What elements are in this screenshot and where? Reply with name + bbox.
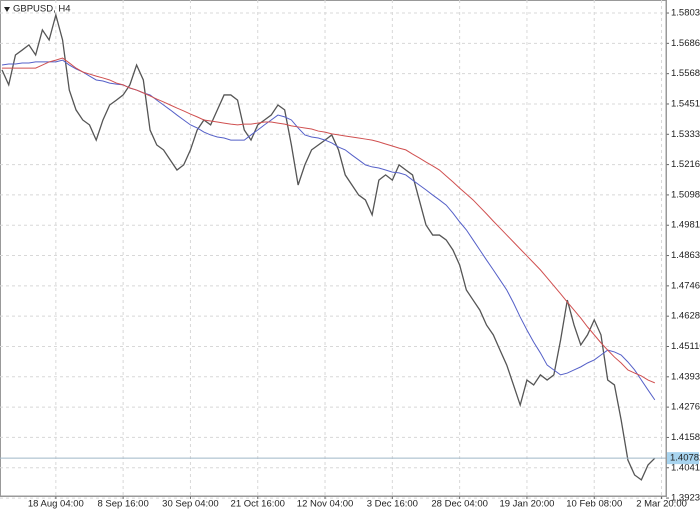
x-tick-label: 12 Nov 04:00 — [297, 499, 354, 510]
price-line — [1, 12, 656, 481]
y-tick-label: 1.53335 — [671, 129, 700, 140]
x-tick-label: 30 Sep 04:00 — [162, 499, 219, 510]
y-tick-label: 1.47460 — [671, 280, 700, 291]
y-tick-label: 1.50985 — [671, 189, 700, 200]
y-tick-label: 1.48635 — [671, 250, 700, 261]
x-tick-label: 3 Dec 16:00 — [367, 499, 418, 510]
x-tick-label: 18 Aug 04:00 — [28, 499, 84, 510]
y-tick-label: 1.49810 — [671, 220, 700, 231]
x-tick-label: 19 Jan 20:00 — [499, 499, 554, 510]
y-tick-label: 1.58035 — [671, 8, 700, 19]
y-tick-label: 1.40410 — [671, 462, 700, 473]
x-tick-label: 10 Feb 08:00 — [566, 499, 622, 510]
moving-average — [2, 57, 656, 384]
last-price-box — [667, 452, 699, 465]
y-tick-label: 1.46285 — [671, 311, 700, 322]
y-tick-label: 1.45110 — [671, 341, 700, 352]
y-tick-label: 1.43935 — [671, 371, 700, 382]
last-price-label: 1.40782 — [670, 453, 700, 464]
marks — [1, 12, 656, 481]
y-tick-label: 1.41585 — [671, 432, 700, 443]
x-tick-label: 21 Oct 16:00 — [231, 499, 285, 510]
y-tick-label: 1.52160 — [671, 159, 700, 170]
moving-average — [1, 59, 656, 401]
x-tick-label: 8 Sep 16:00 — [98, 499, 149, 510]
y-tick-label: 1.56860 — [671, 38, 700, 49]
y-tick-label: 1.39235 — [671, 493, 700, 504]
y-tick-label: 1.55685 — [671, 68, 700, 79]
x-tick-label: 2 Mar 20:00 — [636, 499, 687, 510]
y-tick-label: 1.42760 — [671, 402, 700, 413]
y-tick-label: 1.54510 — [671, 98, 700, 109]
symbol-menu-icon[interactable] — [4, 7, 10, 12]
chart-title: GBPUSD, H4 — [13, 4, 71, 15]
grid — [0, 0, 666, 499]
x-tick-label: 28 Dec 04:00 — [431, 499, 488, 510]
plot-frame — [0, 0, 667, 497]
